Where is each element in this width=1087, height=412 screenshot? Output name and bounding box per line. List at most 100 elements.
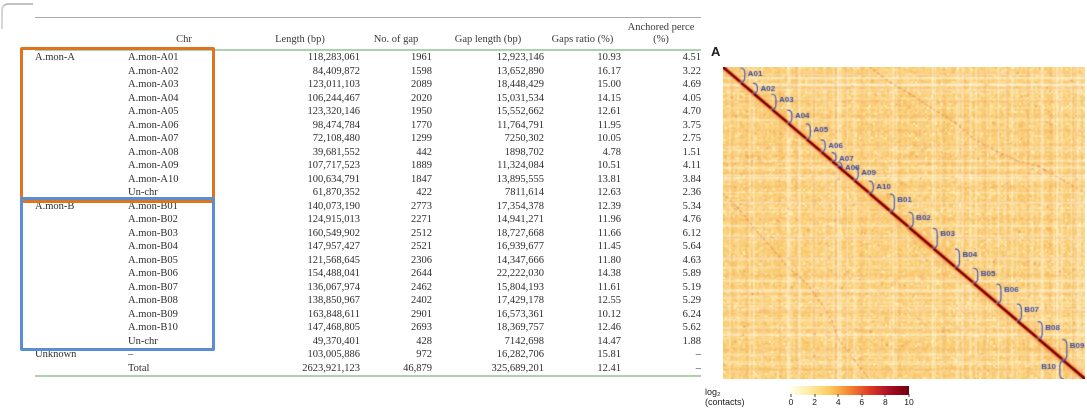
length-cell: 154,488,041 — [307, 268, 361, 279]
group-cell — [35, 362, 128, 377]
group-cell — [35, 294, 128, 308]
group-cell: A.mon-B — [35, 200, 75, 212]
chr-cell: A.mon-B07 — [128, 281, 178, 293]
gap-no-cell: 2521 — [411, 241, 432, 252]
gap-no-cell: 46,879 — [403, 362, 432, 374]
gap-no-cell: 2462 — [411, 281, 432, 293]
gap-length-cell: 7250,302 — [504, 133, 544, 144]
group-cell — [35, 281, 128, 295]
length-cell: 61,870,352 — [312, 187, 360, 198]
gaps-ratio-cell: 15.00 — [597, 79, 621, 90]
chr-cell: Un-chr — [128, 187, 158, 198]
length-cell: 123,011,103 — [307, 79, 360, 90]
anchored-cell: 3.84 — [682, 173, 701, 185]
panel-label-A: A — [711, 44, 721, 59]
table-row: A.mon-A05 123,320,146 1950 15,552,662 12.61 4… — [35, 105, 701, 119]
gap-length-cell: 13,652,890 — [496, 65, 544, 77]
chr-cell: A.mon-B03 — [128, 227, 178, 239]
table-row: A.mon-A04 106,244,467 2020 15,031,534 14.15 4… — [35, 92, 701, 106]
group-cell — [35, 92, 128, 106]
length-cell: 138,850,967 — [307, 295, 361, 306]
chr-cell: A.mon-A05 — [128, 106, 179, 117]
length-cell: 107,717,523 — [307, 160, 361, 171]
table-row: A.mon-A03 123,011,103 2089 18,448,429 15.00 4… — [35, 78, 701, 92]
group-cell — [35, 213, 128, 227]
length-cell: 103,005,886 — [307, 349, 361, 360]
table-row: A.mon-B05 121,568,645 2306 14,347,666 11.80 4… — [35, 254, 701, 268]
table-row: A.mon-A07 72,108,480 1299 7250,302 10.05 2.75 — [35, 132, 701, 146]
group-cell — [35, 308, 128, 322]
anchored-cell: 2.75 — [682, 133, 701, 144]
group-cell: A.mon-A — [35, 52, 75, 63]
gap-no-cell: 2271 — [411, 214, 432, 225]
group-cell — [35, 240, 128, 254]
colorbar-tickmark — [884, 394, 886, 397]
anchored-cell: 4.51 — [682, 52, 701, 63]
header-chr: Chr — [128, 17, 240, 51]
gap-length-cell: 16,282,706 — [496, 349, 544, 360]
table-row: A.mon-B06 154,488,041 2644 22,222,030 14.38 5… — [35, 267, 701, 281]
length-cell: 123,320,146 — [307, 106, 361, 117]
table-row: A.mon-B02 124,915,013 2271 14,941,271 11.96 4… — [35, 213, 701, 227]
gap-no-cell: 972 — [416, 349, 432, 360]
gap-length-cell: 22,222,030 — [496, 268, 544, 279]
group-cell — [35, 267, 128, 281]
colorbar-tickmark — [908, 394, 910, 397]
group-cell — [35, 146, 128, 160]
gap-length-cell: 7811,614 — [505, 187, 544, 198]
table-row: A.mon-B03 160,549,902 2512 18,727,668 11.66 6… — [35, 227, 701, 241]
colorbar-tick-label: 4 — [835, 397, 841, 407]
gaps-ratio-cell: 12.39 — [597, 200, 621, 212]
gaps-ratio-cell: 11.45 — [597, 241, 621, 252]
length-cell: 39,681,552 — [312, 146, 360, 158]
gaps-ratio-cell: 14.47 — [597, 335, 621, 347]
gap-no-cell: 2901 — [411, 308, 432, 320]
table-row: A.mon-A08 39,681,552 442 1898,702 4.78 1.51 — [35, 146, 701, 160]
group-cell — [35, 65, 128, 79]
table-row: Unknown – 103,005,886 972 16,282,706 15.81 – — [35, 348, 701, 362]
colorbar-tickmark — [837, 394, 839, 397]
chr-cell: Un-chr — [128, 335, 158, 347]
gaps-ratio-cell: 11.96 — [597, 214, 621, 225]
length-cell: 2623,921,123 — [302, 362, 360, 374]
gap-no-cell: 422 — [416, 187, 432, 198]
anchored-cell: – — [695, 362, 701, 374]
gap-length-cell: 17,354,378 — [496, 200, 544, 212]
table-header-row: Chr Length (bp) No. of gap Gap length (b… — [35, 17, 701, 51]
colorbar-tick-label: 6 — [859, 397, 865, 407]
gap-no-cell: 1889 — [411, 160, 432, 171]
length-cell: 100,634,791 — [307, 173, 361, 185]
header-gaps-ratio: Gaps ratio (%) — [544, 17, 621, 51]
gap-no-cell: 2306 — [411, 254, 432, 266]
table-row: A.mon-B07 136,067,974 2462 15,804,193 11.61 5… — [35, 281, 701, 295]
anchored-cell: 5.62 — [682, 322, 701, 333]
group-cell — [35, 186, 128, 200]
chr-cell: A.mon-A03 — [128, 79, 179, 90]
chr-cell: A.mon-B02 — [128, 214, 178, 225]
gap-no-cell: 1598 — [411, 65, 432, 77]
gaps-ratio-cell: 13.81 — [597, 173, 621, 185]
gaps-ratio-cell: 14.15 — [597, 92, 621, 104]
gap-length-cell: 325,689,201 — [491, 362, 545, 374]
chr-cell: A.mon-B06 — [128, 268, 178, 279]
anchored-cell: 4.63 — [682, 254, 701, 266]
gap-no-cell: 2089 — [411, 79, 432, 90]
anchored-cell: 5.64 — [682, 241, 701, 252]
hic-contact-heatmap — [723, 67, 1085, 379]
colorbar-ticks: 0 2 4 6 8 10 — [789, 394, 914, 409]
colorbar-tick-label: 10 — [904, 397, 914, 407]
table-row: A.mon-A06 98,474,784 1770 11,764,791 11.95 3.… — [35, 119, 701, 133]
gap-length-cell: 15,552,662 — [496, 106, 544, 117]
gap-length-cell: 12,923,146 — [496, 52, 544, 63]
gap-no-cell: 442 — [416, 146, 432, 158]
table-row: A.mon-A09 107,717,523 1889 11,324,084 10.51 4… — [35, 159, 701, 173]
header-gap-length: Gap length (bp) — [432, 17, 544, 51]
gap-no-cell: 1847 — [411, 173, 432, 185]
length-cell: 72,108,480 — [312, 133, 360, 144]
genome-stats-table-wrap: Chr Length (bp) No. of gap Gap length (b… — [35, 10, 701, 377]
header-anchored: Anchored perce (%) — [621, 17, 701, 51]
group-cell — [35, 227, 128, 241]
gaps-ratio-cell: 10.05 — [597, 133, 621, 144]
panel-corner-mark — [1, 3, 33, 29]
